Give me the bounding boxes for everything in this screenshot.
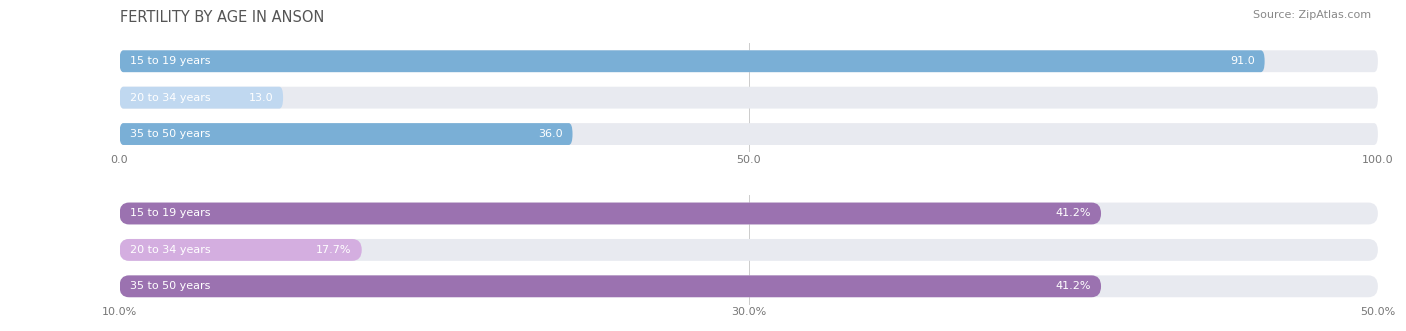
Text: 17.7%: 17.7%: [316, 245, 352, 255]
FancyBboxPatch shape: [120, 275, 1101, 297]
FancyBboxPatch shape: [120, 123, 1378, 145]
Text: 13.0: 13.0: [249, 93, 273, 103]
Text: 41.2%: 41.2%: [1056, 209, 1091, 218]
Text: 15 to 19 years: 15 to 19 years: [129, 209, 209, 218]
FancyBboxPatch shape: [120, 239, 1378, 261]
FancyBboxPatch shape: [120, 87, 283, 109]
Text: Source: ZipAtlas.com: Source: ZipAtlas.com: [1253, 10, 1371, 20]
Text: 36.0: 36.0: [538, 129, 562, 139]
Text: 35 to 50 years: 35 to 50 years: [129, 129, 209, 139]
FancyBboxPatch shape: [120, 50, 1264, 72]
Text: 41.2%: 41.2%: [1056, 281, 1091, 291]
Text: 20 to 34 years: 20 to 34 years: [129, 93, 211, 103]
FancyBboxPatch shape: [120, 203, 1378, 224]
FancyBboxPatch shape: [120, 239, 361, 261]
Text: 15 to 19 years: 15 to 19 years: [129, 56, 209, 66]
FancyBboxPatch shape: [120, 275, 1378, 297]
Text: FERTILITY BY AGE IN ANSON: FERTILITY BY AGE IN ANSON: [120, 10, 323, 25]
FancyBboxPatch shape: [120, 87, 1378, 109]
Text: 35 to 50 years: 35 to 50 years: [129, 281, 209, 291]
Text: 20 to 34 years: 20 to 34 years: [129, 245, 211, 255]
Text: 91.0: 91.0: [1230, 56, 1254, 66]
FancyBboxPatch shape: [120, 50, 1378, 72]
FancyBboxPatch shape: [120, 123, 572, 145]
FancyBboxPatch shape: [120, 203, 1101, 224]
